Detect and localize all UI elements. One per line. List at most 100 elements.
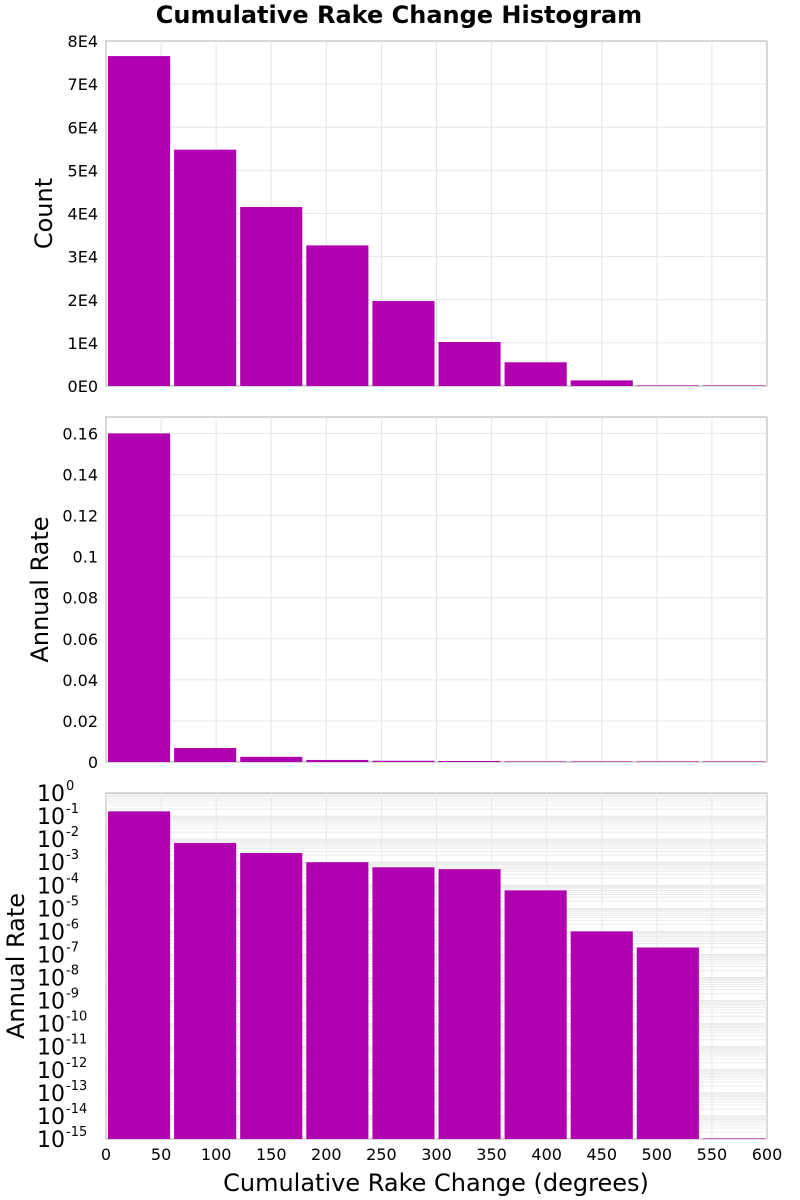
y-tick-base: 10 <box>37 943 65 968</box>
y-tick-label: 0 <box>88 753 98 772</box>
y-tick-exponent: -9 <box>66 987 79 1002</box>
bar-annual-rate-log-0 <box>108 811 171 1139</box>
y-tick-exponent: -14 <box>66 1102 87 1117</box>
y-tick-label: 10 -12 <box>37 1056 87 1084</box>
y-tick-label: 10 -11 <box>37 1033 87 1061</box>
x-tick-label: 250 <box>366 1145 397 1164</box>
y-tick-label: 10 -13 <box>37 1079 87 1107</box>
bar-count-1 <box>174 149 237 386</box>
bar-count-7 <box>570 380 633 386</box>
y-tick-label: 10 -9 <box>37 987 79 1015</box>
y-tick-label: 10 -1 <box>37 802 79 830</box>
bar-count-3 <box>306 245 369 386</box>
bar-annual-rate-linear-4 <box>372 760 435 762</box>
y-tick-label: 10 -7 <box>37 940 79 968</box>
y-tick-label: 4E4 <box>68 205 98 224</box>
y-tick-base: 10 <box>37 920 65 945</box>
x-tick-label: 350 <box>476 1145 507 1164</box>
y-tick-label: 3E4 <box>68 248 98 267</box>
y-tick-label: 10 -4 <box>37 871 79 899</box>
y-tick-label: 10 -10 <box>37 1010 87 1038</box>
x-tick-label: 600 <box>752 1145 783 1164</box>
x-tick-label: 50 <box>151 1145 171 1164</box>
bar-count-8 <box>636 385 699 386</box>
y-tick-label: 8E4 <box>68 32 98 51</box>
x-tick-label: 200 <box>311 1145 342 1164</box>
y-tick-label: 0.16 <box>62 424 98 443</box>
y-tick-exponent: -3 <box>66 848 79 863</box>
y-tick-label: 0.08 <box>62 589 98 608</box>
y-tick-label: 0E0 <box>68 377 98 396</box>
y-axis-label-annual-rate-linear: Annual Rate <box>26 516 54 662</box>
y-tick-base: 10 <box>37 1105 65 1130</box>
y-tick-base: 10 <box>37 828 65 853</box>
y-tick-label: 10 -2 <box>37 825 79 853</box>
y-tick-label: 10 -8 <box>37 964 79 992</box>
y-tick-base: 10 <box>37 1128 65 1153</box>
y-tick-exponent: -2 <box>66 825 79 840</box>
x-axis-label: Cumulative Rake Change (degrees) <box>223 1169 649 1197</box>
y-tick-exponent: -7 <box>66 940 79 955</box>
y-tick-label: 10 -14 <box>37 1102 87 1130</box>
bar-annual-rate-log-4 <box>372 867 435 1139</box>
y-tick-label: 0.12 <box>62 507 98 526</box>
y-tick-label: 0.02 <box>62 712 98 731</box>
bar-annual-rate-log-9 <box>702 1138 765 1139</box>
y-tick-label: 0.14 <box>62 466 98 485</box>
y-tick-exponent: -5 <box>66 894 79 909</box>
x-tick-label: 450 <box>586 1145 617 1164</box>
y-tick-exponent: -15 <box>66 1125 87 1140</box>
y-tick-exponent: -6 <box>66 917 79 932</box>
y-tick-base: 10 <box>37 897 65 922</box>
x-tick-label: 500 <box>642 1145 673 1164</box>
bar-annual-rate-log-8 <box>636 947 699 1139</box>
bar-annual-rate-linear-3 <box>306 759 369 762</box>
y-tick-base: 10 <box>37 990 65 1015</box>
panels-layer: 0E0 1E4 2E4 3E4 4E4 5E4 6E4 7E4 8E4 Count 0 0.02 0.0… <box>2 32 782 1164</box>
x-tick-label: 100 <box>201 1145 232 1164</box>
y-tick-label: 10 0 <box>37 779 74 807</box>
y-tick-base: 10 <box>37 1036 65 1061</box>
panel-count: 0E0 1E4 2E4 3E4 4E4 5E4 6E4 7E4 8E4 Count <box>30 32 768 396</box>
bar-annual-rate-log-6 <box>504 890 567 1139</box>
y-tick-base: 10 <box>37 874 65 899</box>
y-tick-base: 10 <box>37 851 65 876</box>
y-tick-base: 10 <box>37 1013 65 1038</box>
y-tick-label: 10 -6 <box>37 917 79 945</box>
panel-annual-rate-log: 10 010 -110 -210 -310 -410 -510 -610 -710 -810 -91… <box>2 779 768 1153</box>
y-tick-label: 7E4 <box>68 75 98 94</box>
y-tick-label: 1E4 <box>68 334 98 353</box>
x-tick-label: 0 <box>101 1145 111 1164</box>
y-tick-label: 10 -3 <box>37 848 79 876</box>
y-tick-exponent: -4 <box>66 871 79 886</box>
y-tick-label: 10 -5 <box>37 894 79 922</box>
bar-annual-rate-linear-0 <box>108 433 171 762</box>
y-tick-exponent: -13 <box>66 1079 87 1094</box>
bar-annual-rate-linear-7 <box>570 761 633 762</box>
y-tick-label: 10 -15 <box>37 1125 87 1153</box>
bar-annual-rate-linear-2 <box>240 756 303 762</box>
bar-annual-rate-log-2 <box>240 853 303 1139</box>
y-tick-exponent: -12 <box>66 1056 87 1071</box>
y-tick-exponent: -11 <box>66 1033 87 1048</box>
bar-count-5 <box>438 342 501 386</box>
bar-annual-rate-log-3 <box>306 862 369 1139</box>
x-tick-label: 550 <box>697 1145 728 1164</box>
y-tick-base: 10 <box>37 782 65 807</box>
bar-annual-rate-log-5 <box>438 869 501 1139</box>
bar-annual-rate-log-7 <box>570 931 633 1139</box>
y-tick-exponent: -10 <box>66 1010 87 1025</box>
bar-annual-rate-linear-5 <box>438 760 501 762</box>
y-tick-label: 2E4 <box>68 291 98 310</box>
x-tick-label: 400 <box>531 1145 562 1164</box>
y-tick-exponent: 0 <box>66 779 74 794</box>
panel-annual-rate-linear: 0 0.02 0.04 0.06 0.08 0.1 0.12 0.14 0.16 Annual R… <box>26 416 768 772</box>
bar-count-2 <box>240 207 303 386</box>
chart-title: Cumulative Rake Change Histogram <box>156 1 642 29</box>
y-tick-base: 10 <box>37 1082 65 1107</box>
y-tick-exponent: -1 <box>66 802 79 817</box>
bar-annual-rate-linear-8 <box>636 761 699 762</box>
y-tick-base: 10 <box>37 967 65 992</box>
x-tick-label: 300 <box>421 1145 452 1164</box>
